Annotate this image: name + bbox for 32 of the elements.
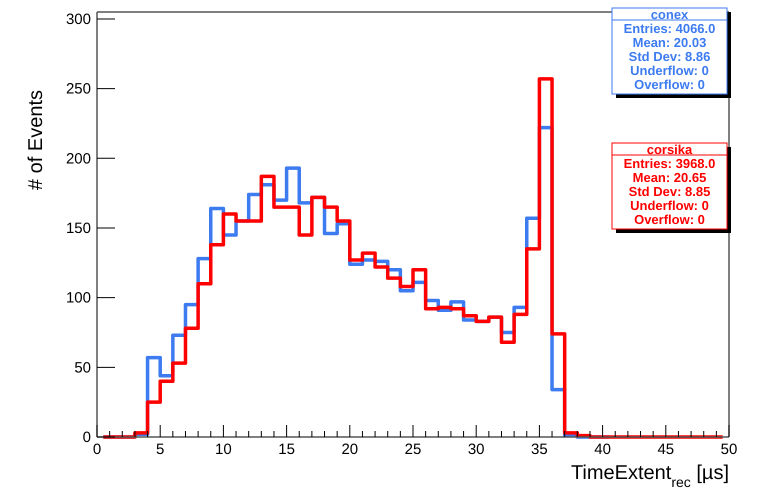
annotation: Std Dev: 8.85 [628,184,710,199]
x-tick-label: 15 [278,441,295,458]
y-tick-label: 50 [74,359,91,376]
y-tick-label: 250 [66,80,91,98]
x-tick-label: 25 [404,441,422,458]
y-tick-label: 100 [66,290,91,307]
x-tick-label: 10 [215,441,232,458]
text: conex [650,7,690,22]
annotation: Entries: 3968.0 [624,156,716,171]
x-tick-label: 35 [531,441,548,458]
text: corsika [646,142,694,157]
y-tick-label: 0 [82,429,91,446]
x-tick-label: 45 [657,441,674,458]
annotation: Overflow: 0 [634,212,705,227]
x-tick-label: 50 [720,441,738,458]
y-tick-label: 150 [66,220,91,237]
annotation: Mean: 20.03 [632,35,706,50]
annotation: Std Dev: 8.86 [628,49,710,64]
x-tick-label: 40 [594,441,611,458]
annotation: Entries: 4066.0 [624,21,716,36]
y-tick-label: 300 [66,10,91,28]
annotation: Underflow: 0 [630,198,709,213]
x-axis-title: TimeExtent$_{rec}$ [µs] [570,462,729,490]
y-axis-title: # of Events [25,90,47,190]
annotation: Mean: 20.65 [632,170,706,185]
annotation: Underflow: 0 [630,63,709,78]
y-tick-label: 200 [66,150,91,168]
x-tick-label: 20 [341,441,358,458]
x-tick-label: 5 [156,441,164,458]
x-tick-label: 0 [92,441,102,458]
annotation: Overflow: 0 [634,77,705,92]
x-tick-label: 30 [468,441,485,458]
